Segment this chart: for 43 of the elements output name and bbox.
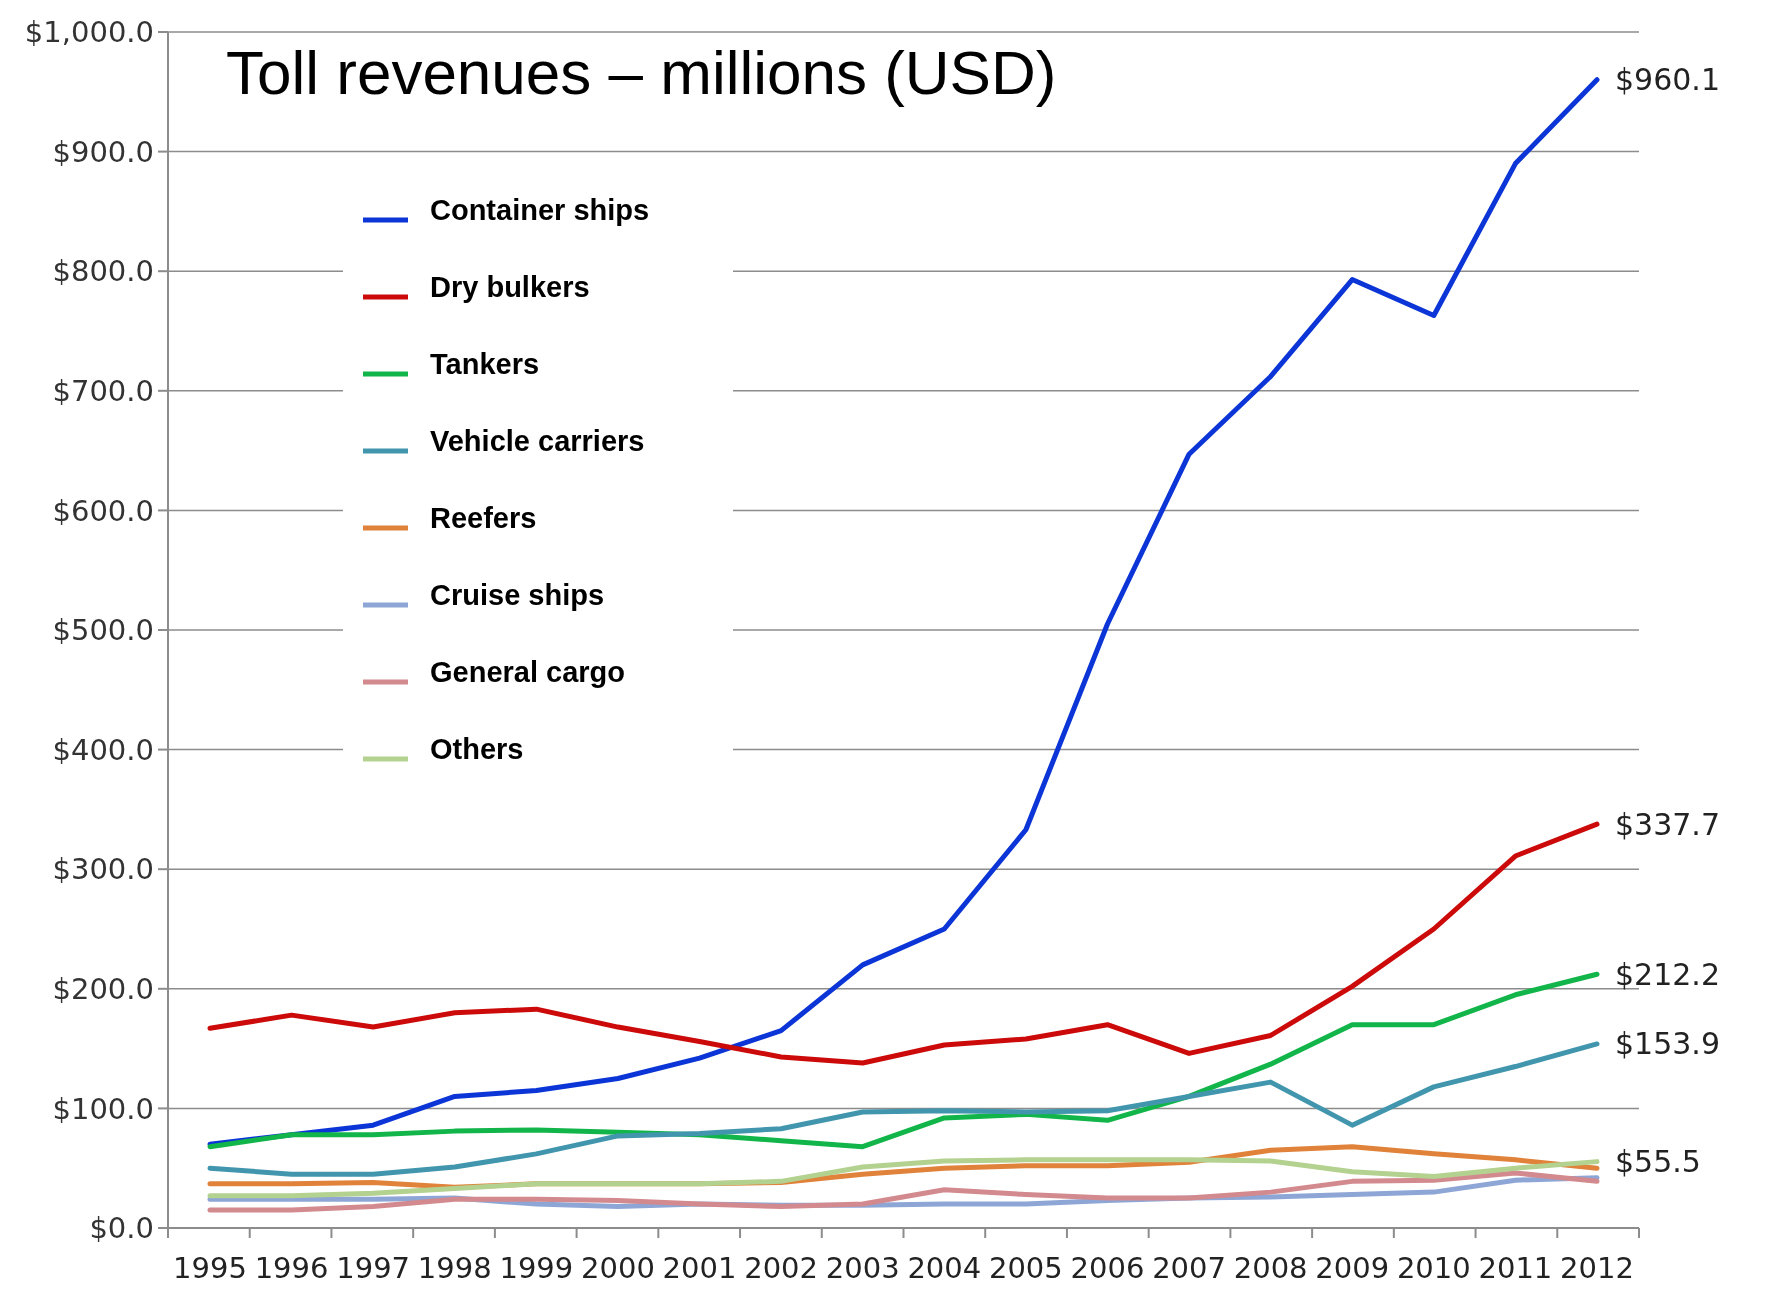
x-tick-label: 2011	[1478, 1251, 1553, 1285]
x-tick-label: 1998	[417, 1251, 492, 1285]
x-tick-label: 2007	[1152, 1251, 1226, 1285]
x-tick-label: 2010	[1396, 1251, 1471, 1285]
x-tick-label: 2000	[581, 1251, 655, 1285]
data-label: $337.7	[1615, 806, 1720, 842]
x-tick-label: 2005	[988, 1251, 1063, 1285]
y-tick-label: $700.0	[52, 373, 154, 408]
x-tick-label: 1996	[254, 1251, 329, 1285]
x-tick-label: 2001	[662, 1251, 737, 1285]
x-tick-label: 2012	[1560, 1251, 1634, 1285]
y-tick-label: $600.0	[52, 493, 154, 528]
legend-label: Cruise ships	[430, 579, 605, 611]
data-label: $55.5	[1615, 1144, 1701, 1180]
data-label: $960.1	[1615, 62, 1720, 98]
y-tick-label: $300.0	[52, 852, 154, 887]
x-tick-label: 2004	[907, 1251, 982, 1285]
x-tick-label: 2002	[744, 1251, 819, 1285]
x-tick-label: 2006	[1070, 1251, 1145, 1285]
y-tick-label: $500.0	[52, 613, 154, 648]
legend-label: Reefers	[430, 502, 537, 534]
x-tick-label: 2009	[1315, 1251, 1390, 1285]
y-tick-label: $100.0	[52, 1091, 154, 1126]
legend-label: Container ships	[430, 194, 650, 226]
y-tick-label: $400.0	[52, 732, 154, 767]
data-label: $212.2	[1615, 956, 1720, 992]
legend-label: General cargo	[430, 656, 626, 688]
x-tick-label: 2008	[1233, 1251, 1308, 1285]
legend-label: Tankers	[430, 348, 540, 380]
x-tick-label: 1995	[173, 1251, 247, 1285]
y-tick-label: $800.0	[52, 254, 154, 289]
x-tick-label: 1999	[499, 1251, 574, 1285]
legend-label: Dry bulkers	[430, 271, 590, 303]
legend-label: Vehicle carriers	[430, 425, 645, 457]
y-tick-label: $0.0	[89, 1211, 154, 1246]
x-tick-label: 1997	[336, 1251, 411, 1285]
legend-label: Others	[430, 733, 524, 765]
data-label: $153.9	[1615, 1026, 1720, 1062]
y-tick-label: $900.0	[52, 134, 154, 169]
chart-title: Toll revenues – millions (USD)	[226, 38, 1057, 107]
y-tick-label: $200.0	[52, 971, 154, 1006]
x-tick-label: 2003	[825, 1251, 900, 1285]
y-tick-label: $1,000.0	[24, 15, 154, 50]
